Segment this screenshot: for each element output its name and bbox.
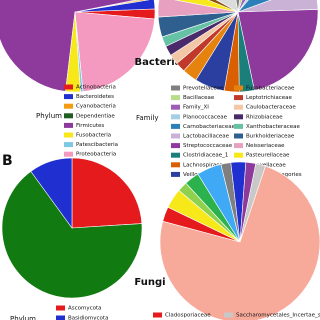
legend-label: Prevotellaceae (183, 86, 224, 92)
legend-label: Leptotrichiaceae (246, 95, 292, 101)
legend-swatch (171, 152, 180, 158)
legend-title: Phylum (10, 315, 36, 320)
pie-slice (74, 0, 156, 13)
legend-swatch (64, 103, 73, 109)
legend-label: Lactobacillaceae (183, 134, 230, 140)
legend-label: Proteobacteria (76, 152, 116, 158)
pie-slice (71, 157, 143, 229)
pie-slice (1, 170, 143, 299)
legend-swatch (171, 85, 180, 91)
legend-swatch (64, 84, 73, 90)
pie-slice (207, 0, 239, 13)
pie-slice (157, 0, 239, 18)
pie-slice (235, 0, 241, 13)
legend-label: Saccharomycetales_Incertae_sedis (236, 313, 320, 319)
legend-swatch (234, 114, 243, 120)
legend-label: Cladosporiaceae (165, 313, 211, 319)
legend-swatch (56, 315, 65, 320)
legend-swatch (171, 123, 180, 129)
legend-swatch (171, 95, 180, 101)
legend-label: Caulobacteraceae (246, 105, 296, 111)
legend-label: Xanthobacteraceae (246, 124, 300, 130)
legend-label: Streptococcaceae (183, 143, 233, 149)
legend-label: Rhizobiaceae (246, 114, 283, 120)
legend-swatch (234, 85, 243, 91)
legend-swatch (64, 122, 73, 128)
pie-slice (74, 11, 156, 92)
legend-title: Family (136, 114, 159, 122)
pie-slice (0, 0, 138, 92)
legend-label: Fusobacteriaceae (246, 86, 295, 92)
legend-swatch (64, 151, 73, 157)
legend-swatch (171, 162, 180, 168)
legend-label: Family_XI (183, 105, 209, 111)
legend-swatch (171, 114, 180, 120)
legend-swatch (234, 123, 243, 129)
legend-swatch (171, 171, 180, 177)
pie-slice (159, 165, 320, 320)
legend-swatch (56, 305, 65, 311)
pie-slice (215, 0, 239, 13)
legend-label: Pasteurellaceae (246, 153, 290, 159)
legend-label: Moraxellaceae (246, 162, 286, 168)
panel-label: B (2, 153, 13, 169)
legend-label: Carnobacteriaceae (183, 124, 236, 130)
legend-swatch (234, 143, 243, 149)
legend-swatch (171, 143, 180, 149)
legend-label: Bacteroidetes (76, 94, 114, 100)
pie-slice (237, 0, 247, 13)
legend-label: Ascomycota (68, 306, 102, 312)
legend-label: Clostridiaceae_1 (183, 153, 228, 159)
pie-slice (237, 9, 319, 91)
legend-swatch (64, 142, 73, 148)
legend-label: Planococcaceae (183, 114, 228, 120)
legend-label: Fusobacteria (76, 133, 111, 139)
legend-swatch (171, 104, 180, 110)
legend-swatch (234, 104, 243, 110)
legend-swatch (64, 132, 73, 138)
pie-slice (30, 157, 73, 229)
legend-title: Phylum (36, 112, 62, 120)
legend-swatch (234, 152, 243, 158)
legend-label: Burkholderiaceae (246, 134, 295, 140)
chart-label: Bacteria (135, 57, 182, 68)
legend-label: Actinobacteria (76, 85, 116, 91)
legend-swatch (234, 133, 243, 139)
pie-slice (174, 0, 239, 13)
legend-label: Patescibacteria (76, 142, 118, 148)
legend-swatch (153, 312, 162, 318)
legend-label: Neisseriaceae (246, 143, 285, 149)
legend-swatch (224, 312, 233, 318)
legend-label: Cyanobacteria (76, 104, 116, 110)
legend-label: Firmicutes (76, 123, 104, 129)
legend-label: Dependentiae (76, 113, 115, 119)
legend-label: Basidiomycota (68, 316, 108, 320)
chart-label: Fungi (134, 277, 165, 288)
legend-swatch (64, 113, 73, 119)
legend-swatch (234, 95, 243, 101)
legend-swatch (171, 133, 180, 139)
legend-label: Bacillaceae (183, 95, 215, 101)
legend-swatch (64, 94, 73, 100)
legend-label: Lachnospiraceae (183, 162, 230, 168)
